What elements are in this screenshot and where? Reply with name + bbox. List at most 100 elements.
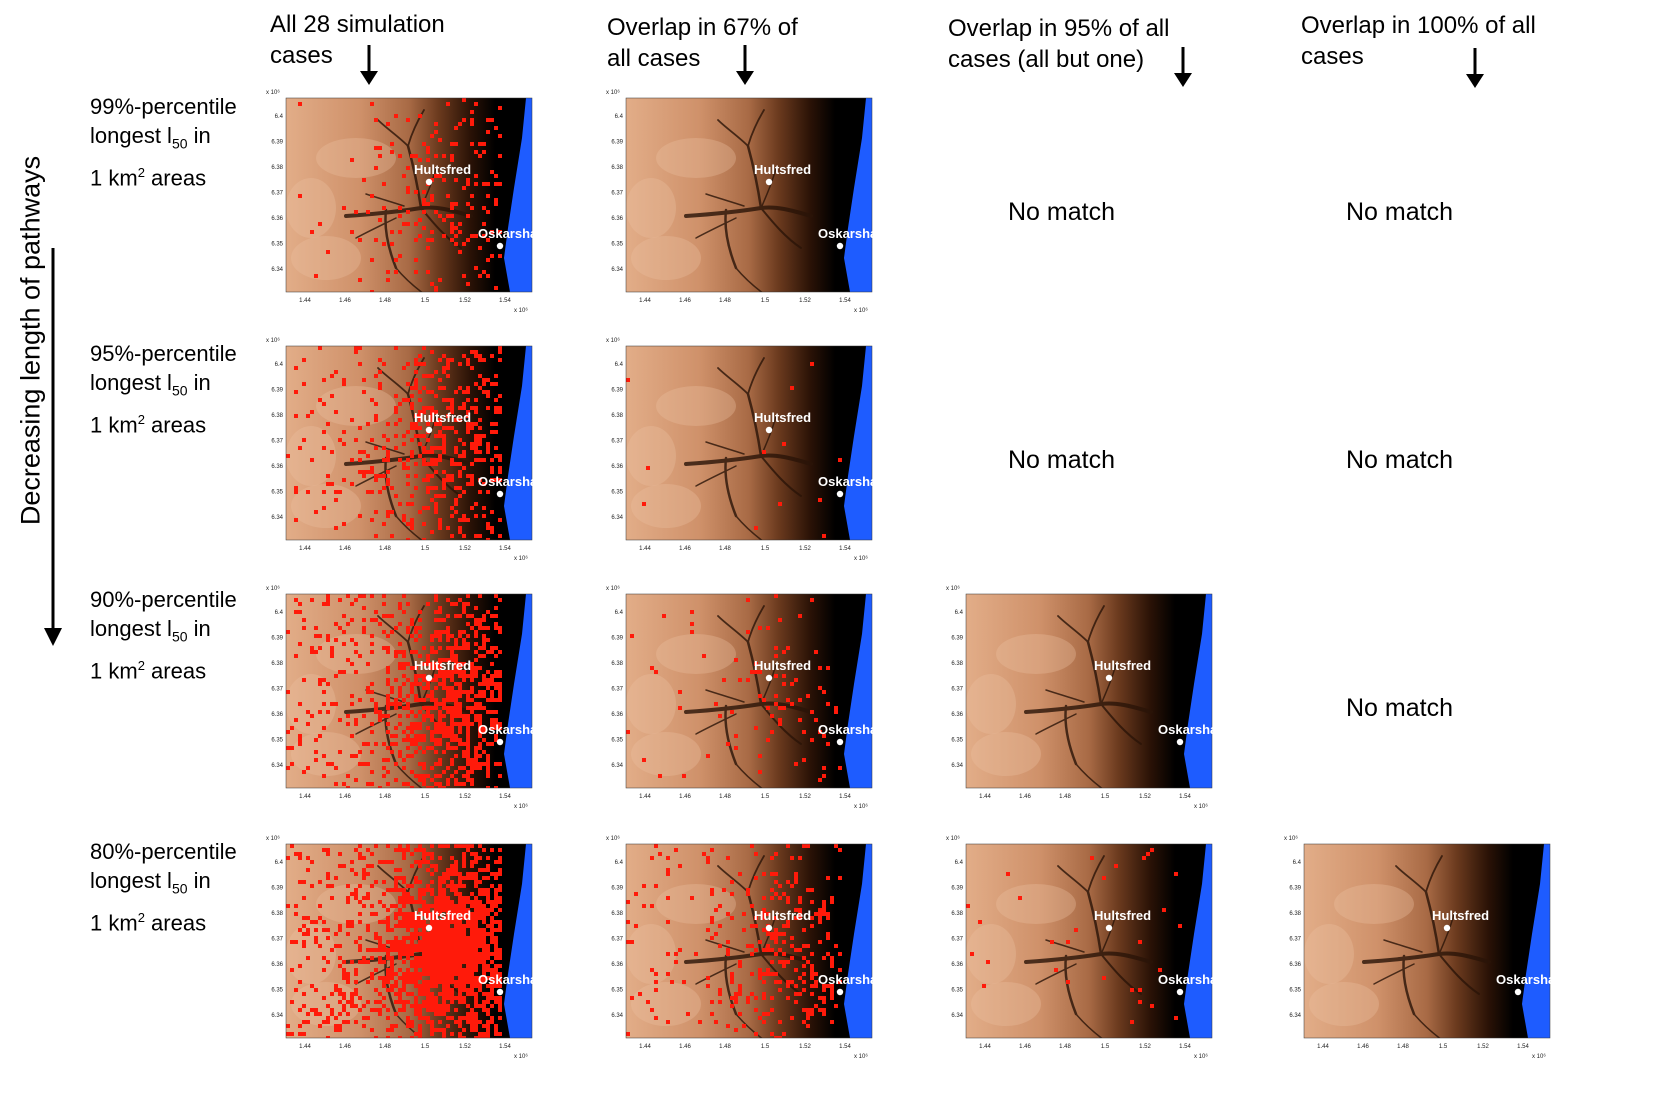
y-tick-label: 6.39 (951, 636, 963, 642)
row-label-text: areas (144, 412, 207, 438)
y-tick-label: 6.35 (951, 988, 963, 994)
town-marker-icon (765, 924, 773, 932)
row-label-line3: 1 km2 areas (90, 405, 270, 439)
x-axis-exponent: x 10⁶ (854, 555, 868, 562)
column-header-overlap-100: Overlap in 100% of all cases (1301, 10, 1536, 72)
row-label-text: longest l (90, 616, 172, 641)
terrain-shading (626, 138, 736, 280)
y-axis-exponent: x 10⁶ (266, 835, 280, 842)
y-tick-label: 6.37 (951, 687, 963, 693)
row-label-line2: longest l50 in (90, 121, 270, 158)
town-marker-icon (836, 490, 844, 498)
x-tick-label: 1.54 (499, 1044, 511, 1050)
map-frame (285, 345, 533, 541)
x-tick-label: 1.5 (1439, 1044, 1448, 1050)
y-tick-label: 6.39 (271, 636, 283, 642)
y-tick-label: 6.34 (271, 763, 283, 769)
town-label: Hultsfred (754, 162, 811, 177)
y-tick-label: 6.37 (271, 687, 283, 693)
x-tick-label: 1.54 (499, 298, 511, 304)
y-axis-exponent: x 10⁶ (606, 337, 620, 344)
y-tick-label: 6.39 (271, 140, 283, 146)
town-marker-icon (425, 178, 433, 186)
y-tick-label: 6.37 (611, 191, 623, 197)
no-match-label: No match (1008, 198, 1115, 226)
row-label-line3: 1 km2 areas (90, 903, 270, 937)
y-tick-label: 6.39 (271, 388, 283, 394)
town-marker-icon (1105, 924, 1113, 932)
map-plot: Hultsfred Oskarshamn 6.4 6.39 6.38 6.37 6.36 6.… (946, 585, 1220, 810)
x-tick-label: 1.44 (639, 546, 651, 552)
town-label: Hultsfred (414, 658, 471, 673)
y-tick-label: 6.38 (611, 911, 623, 917)
y-tick-label: 6.35 (1289, 988, 1301, 994)
side-axis: Decreasing length of pathways (4, 100, 64, 646)
row-label-superscript: 2 (137, 910, 145, 926)
valley-network (684, 357, 813, 540)
x-tick-label: 1.44 (979, 794, 991, 800)
town-marker-icon (425, 674, 433, 682)
y-tick-label: 6.34 (271, 267, 283, 273)
row-label-line2: longest l50 in (90, 614, 270, 651)
row-label-line2: longest l50 in (90, 368, 270, 405)
x-tick-label: 1.52 (459, 298, 471, 304)
x-axis-exponent: x 10⁶ (514, 1053, 528, 1060)
y-tick-label: 6.35 (611, 242, 623, 248)
row-label-text: in (187, 868, 211, 893)
row-label-line1: 80%-percentile (90, 839, 237, 864)
valley-network (684, 109, 813, 292)
y-tick-label: 6.38 (951, 911, 963, 917)
valley-network (1024, 605, 1153, 788)
x-tick-label: 1.5 (761, 794, 770, 800)
y-tick-label: 6.4 (955, 610, 964, 616)
map-panel: Hultsfred Oskarshamn 6.4 6.39 6.38 6.37 6.36 6.… (944, 582, 1220, 814)
town-label: Oskarshamn (478, 226, 540, 241)
x-tick-label: 1.5 (1101, 1044, 1110, 1050)
row-label-text: 1 km (90, 910, 138, 936)
x-tick-label: 1.44 (979, 1044, 991, 1050)
sea-area (504, 844, 532, 1038)
x-tick-label: 1.48 (379, 1044, 391, 1050)
y-tick-label: 6.38 (951, 661, 963, 667)
y-axis-exponent: x 10⁶ (266, 89, 280, 96)
y-tick-label: 6.36 (611, 464, 623, 470)
y-axis-exponent: x 10⁶ (946, 835, 960, 842)
terrain-background (286, 98, 532, 292)
y-tick-label: 6.38 (611, 165, 623, 171)
town-marker-icon (1105, 674, 1113, 682)
y-tick-label: 6.34 (611, 763, 623, 769)
y-axis-exponent: x 10⁶ (946, 585, 960, 592)
x-tick-label: 1.46 (1019, 1044, 1031, 1050)
x-tick-label: 1.48 (1059, 1044, 1071, 1050)
x-tick-label: 1.54 (839, 546, 851, 552)
map-frame (965, 843, 1213, 1039)
x-tick-label: 1.52 (1139, 794, 1151, 800)
map-panel: Hultsfred Oskarshamn 6.4 6.39 6.38 6.37 6.36 6.… (604, 334, 880, 566)
row-label-subscript: 50 (171, 628, 188, 645)
x-tick-label: 1.52 (459, 1044, 471, 1050)
no-match-label: No match (1346, 198, 1453, 226)
row-label-text: in (187, 616, 211, 641)
x-tick-label: 1.54 (839, 794, 851, 800)
y-tick-label: 6.37 (611, 937, 623, 943)
town-label: Oskarshamn (478, 972, 540, 987)
town-label: Hultsfred (1094, 658, 1151, 673)
y-tick-label: 6.4 (1293, 860, 1302, 866)
sea-area (844, 346, 872, 540)
map-panel: Hultsfred Oskarshamn 6.4 6.39 6.38 6.37 6.36 6.… (604, 832, 880, 1064)
sea-area (504, 346, 532, 540)
highlighted-cells (626, 594, 842, 782)
column-header-all-cases: All 28 simulation cases (270, 9, 445, 71)
x-tick-label: 1.44 (299, 298, 311, 304)
x-tick-label: 1.48 (719, 298, 731, 304)
column-header-all-line2: cases (270, 42, 333, 69)
row-label-superscript: 2 (137, 658, 145, 674)
town-label: Hultsfred (1432, 908, 1489, 923)
sea-area (504, 98, 532, 292)
column-header-overlap-67: Overlap in 67% of all cases (607, 12, 798, 74)
column-header-100-line1: Overlap in 100% of all (1301, 12, 1536, 39)
y-tick-label: 6.35 (611, 490, 623, 496)
y-tick-label: 6.4 (615, 860, 624, 866)
y-tick-label: 6.37 (271, 937, 283, 943)
terrain-background (966, 594, 1212, 788)
